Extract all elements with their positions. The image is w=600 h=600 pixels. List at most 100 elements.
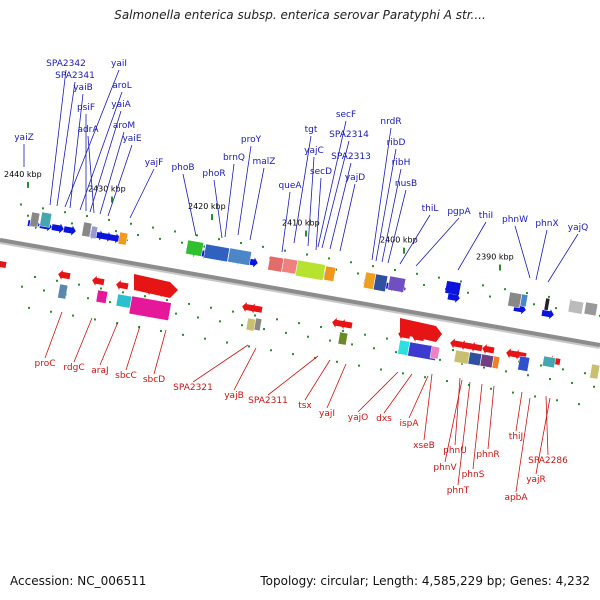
guide-dot xyxy=(226,341,228,344)
gene-annotation-tile xyxy=(267,255,285,273)
guide-dot xyxy=(203,245,205,248)
forward-gene-label-ribD: ribD xyxy=(387,138,406,148)
guide-dot xyxy=(357,272,359,275)
reverse-leader-line xyxy=(515,391,523,432)
forward-leader-line xyxy=(213,179,223,239)
kbp-tick-mark xyxy=(111,196,113,203)
accession-text: Accession: NC_006511 xyxy=(10,574,147,588)
guide-dot xyxy=(122,291,124,294)
forward-leader-line xyxy=(182,173,197,237)
forward-gene-label-yaiE: yaiE xyxy=(122,134,141,144)
guide-dot xyxy=(328,257,330,260)
reverse-gene-label-SPA2286: SPA2286 xyxy=(528,456,568,466)
reverse-gene-arrow xyxy=(470,342,483,352)
forward-leader-line xyxy=(129,168,155,219)
reverse-gene-label-yajO: yajO xyxy=(348,413,368,423)
reverse-leader-line xyxy=(125,325,141,371)
guide-dot xyxy=(108,218,110,221)
forward-leader-line xyxy=(107,144,133,217)
forward-leader-line xyxy=(387,189,407,264)
guide-dot xyxy=(42,207,44,210)
backbone-line xyxy=(0,238,600,347)
gene-annotation-tile xyxy=(29,211,41,228)
kbp-tick-label: 2410 kbp xyxy=(282,219,320,228)
gene-annotation-tile xyxy=(589,363,600,380)
reverse-gene-label-yajR: yajR xyxy=(526,475,546,485)
gene-annotation-tile xyxy=(185,239,205,257)
forward-leader-line xyxy=(249,167,265,241)
guide-dot xyxy=(372,265,374,268)
forward-leader-line xyxy=(56,81,76,207)
forward-gene-label-pgpA: pgpA xyxy=(447,207,471,217)
reverse-gene-label-xseB: xseB xyxy=(413,441,435,451)
forward-leader-line xyxy=(87,135,95,214)
gene-annotation-tile xyxy=(372,273,389,293)
forward-leader-line xyxy=(514,225,531,279)
forward-leader-line xyxy=(317,120,347,248)
map-title: Salmonella enterica subsp. enterica sero… xyxy=(114,8,486,22)
gene-annotation-tile xyxy=(543,297,551,311)
guide-dot xyxy=(43,289,45,292)
forward-gene-label-aroM: aroM xyxy=(113,121,135,131)
forward-gene-label-adrA: adrA xyxy=(77,125,99,135)
guide-dot xyxy=(540,364,542,367)
guide-dot xyxy=(94,318,96,321)
kbp-tick-label: 2430 kbp xyxy=(88,185,126,194)
forward-leader-line xyxy=(64,69,120,208)
gene-annotation-tile xyxy=(429,345,441,360)
reverse-leader-line xyxy=(535,397,551,475)
forward-gene-label-thiI: thiI xyxy=(479,211,493,221)
forward-gene-label-phoR: phoR xyxy=(202,169,225,179)
reverse-gene-arrow xyxy=(92,275,105,286)
guide-dot xyxy=(578,403,580,406)
kbp-tick-label: 2400 kbp xyxy=(380,236,418,245)
guide-dot xyxy=(533,303,535,306)
kbp-tick-label: 2440 kbp xyxy=(4,170,42,179)
forward-gene-label-psiF: psiF xyxy=(77,103,95,113)
forward-leader-line xyxy=(547,233,579,283)
kbp-tick-mark xyxy=(305,230,307,237)
guide-dot xyxy=(320,326,322,328)
guide-dot xyxy=(72,314,74,317)
reverse-gene-label-dxs: dxs xyxy=(376,414,392,424)
guide-dot xyxy=(483,366,485,369)
guide-dot xyxy=(254,314,256,317)
reverse-gene-label-phnT: phnT xyxy=(447,486,470,496)
guide-dot xyxy=(489,295,491,298)
forward-gene-label-phoB: phoB xyxy=(171,163,194,173)
reverse-leader-line xyxy=(233,347,257,391)
forward-gene-arrow xyxy=(63,225,76,236)
guide-dot xyxy=(562,368,564,371)
guide-dot xyxy=(505,370,507,373)
guide-dot xyxy=(358,364,360,367)
forward-gene-label-yajQ: yajQ xyxy=(568,223,588,233)
guide-dot xyxy=(218,238,220,241)
forward-gene-label-nrdR: nrdR xyxy=(380,117,401,127)
reverse-gene-label-phnV: phnV xyxy=(433,463,457,473)
forward-gene-label-SPA2341: SPA2341 xyxy=(55,71,95,81)
reverse-gene-arrow xyxy=(450,338,463,349)
reverse-leader-line xyxy=(454,377,461,446)
reverse-leader-line xyxy=(153,329,167,375)
guide-dot xyxy=(130,222,132,225)
guide-dot xyxy=(182,333,184,336)
guide-dot xyxy=(439,358,441,361)
guide-dot xyxy=(248,345,250,348)
reverse-leader-line xyxy=(304,359,331,401)
guide-dot xyxy=(336,360,338,363)
guide-dot xyxy=(461,362,463,365)
forward-gene-label-yaiB: yaiB xyxy=(73,83,93,93)
guide-dot xyxy=(159,237,161,240)
guide-dot xyxy=(174,230,176,233)
gene-annotation-tile xyxy=(519,293,529,308)
forward-gene-label-yajD: yajD xyxy=(345,173,365,183)
kbp-tick-label: 2390 kbp xyxy=(476,253,514,262)
forward-leader-line xyxy=(237,145,252,236)
reverse-gene-arrow xyxy=(58,269,71,280)
reverse-leader-line xyxy=(267,355,319,396)
reverse-gene-arrow xyxy=(250,303,263,314)
guide-dot xyxy=(262,245,264,248)
guide-dot xyxy=(446,380,448,383)
guide-dot xyxy=(555,307,557,310)
forward-gene-label-tgt: tgt xyxy=(305,125,318,135)
